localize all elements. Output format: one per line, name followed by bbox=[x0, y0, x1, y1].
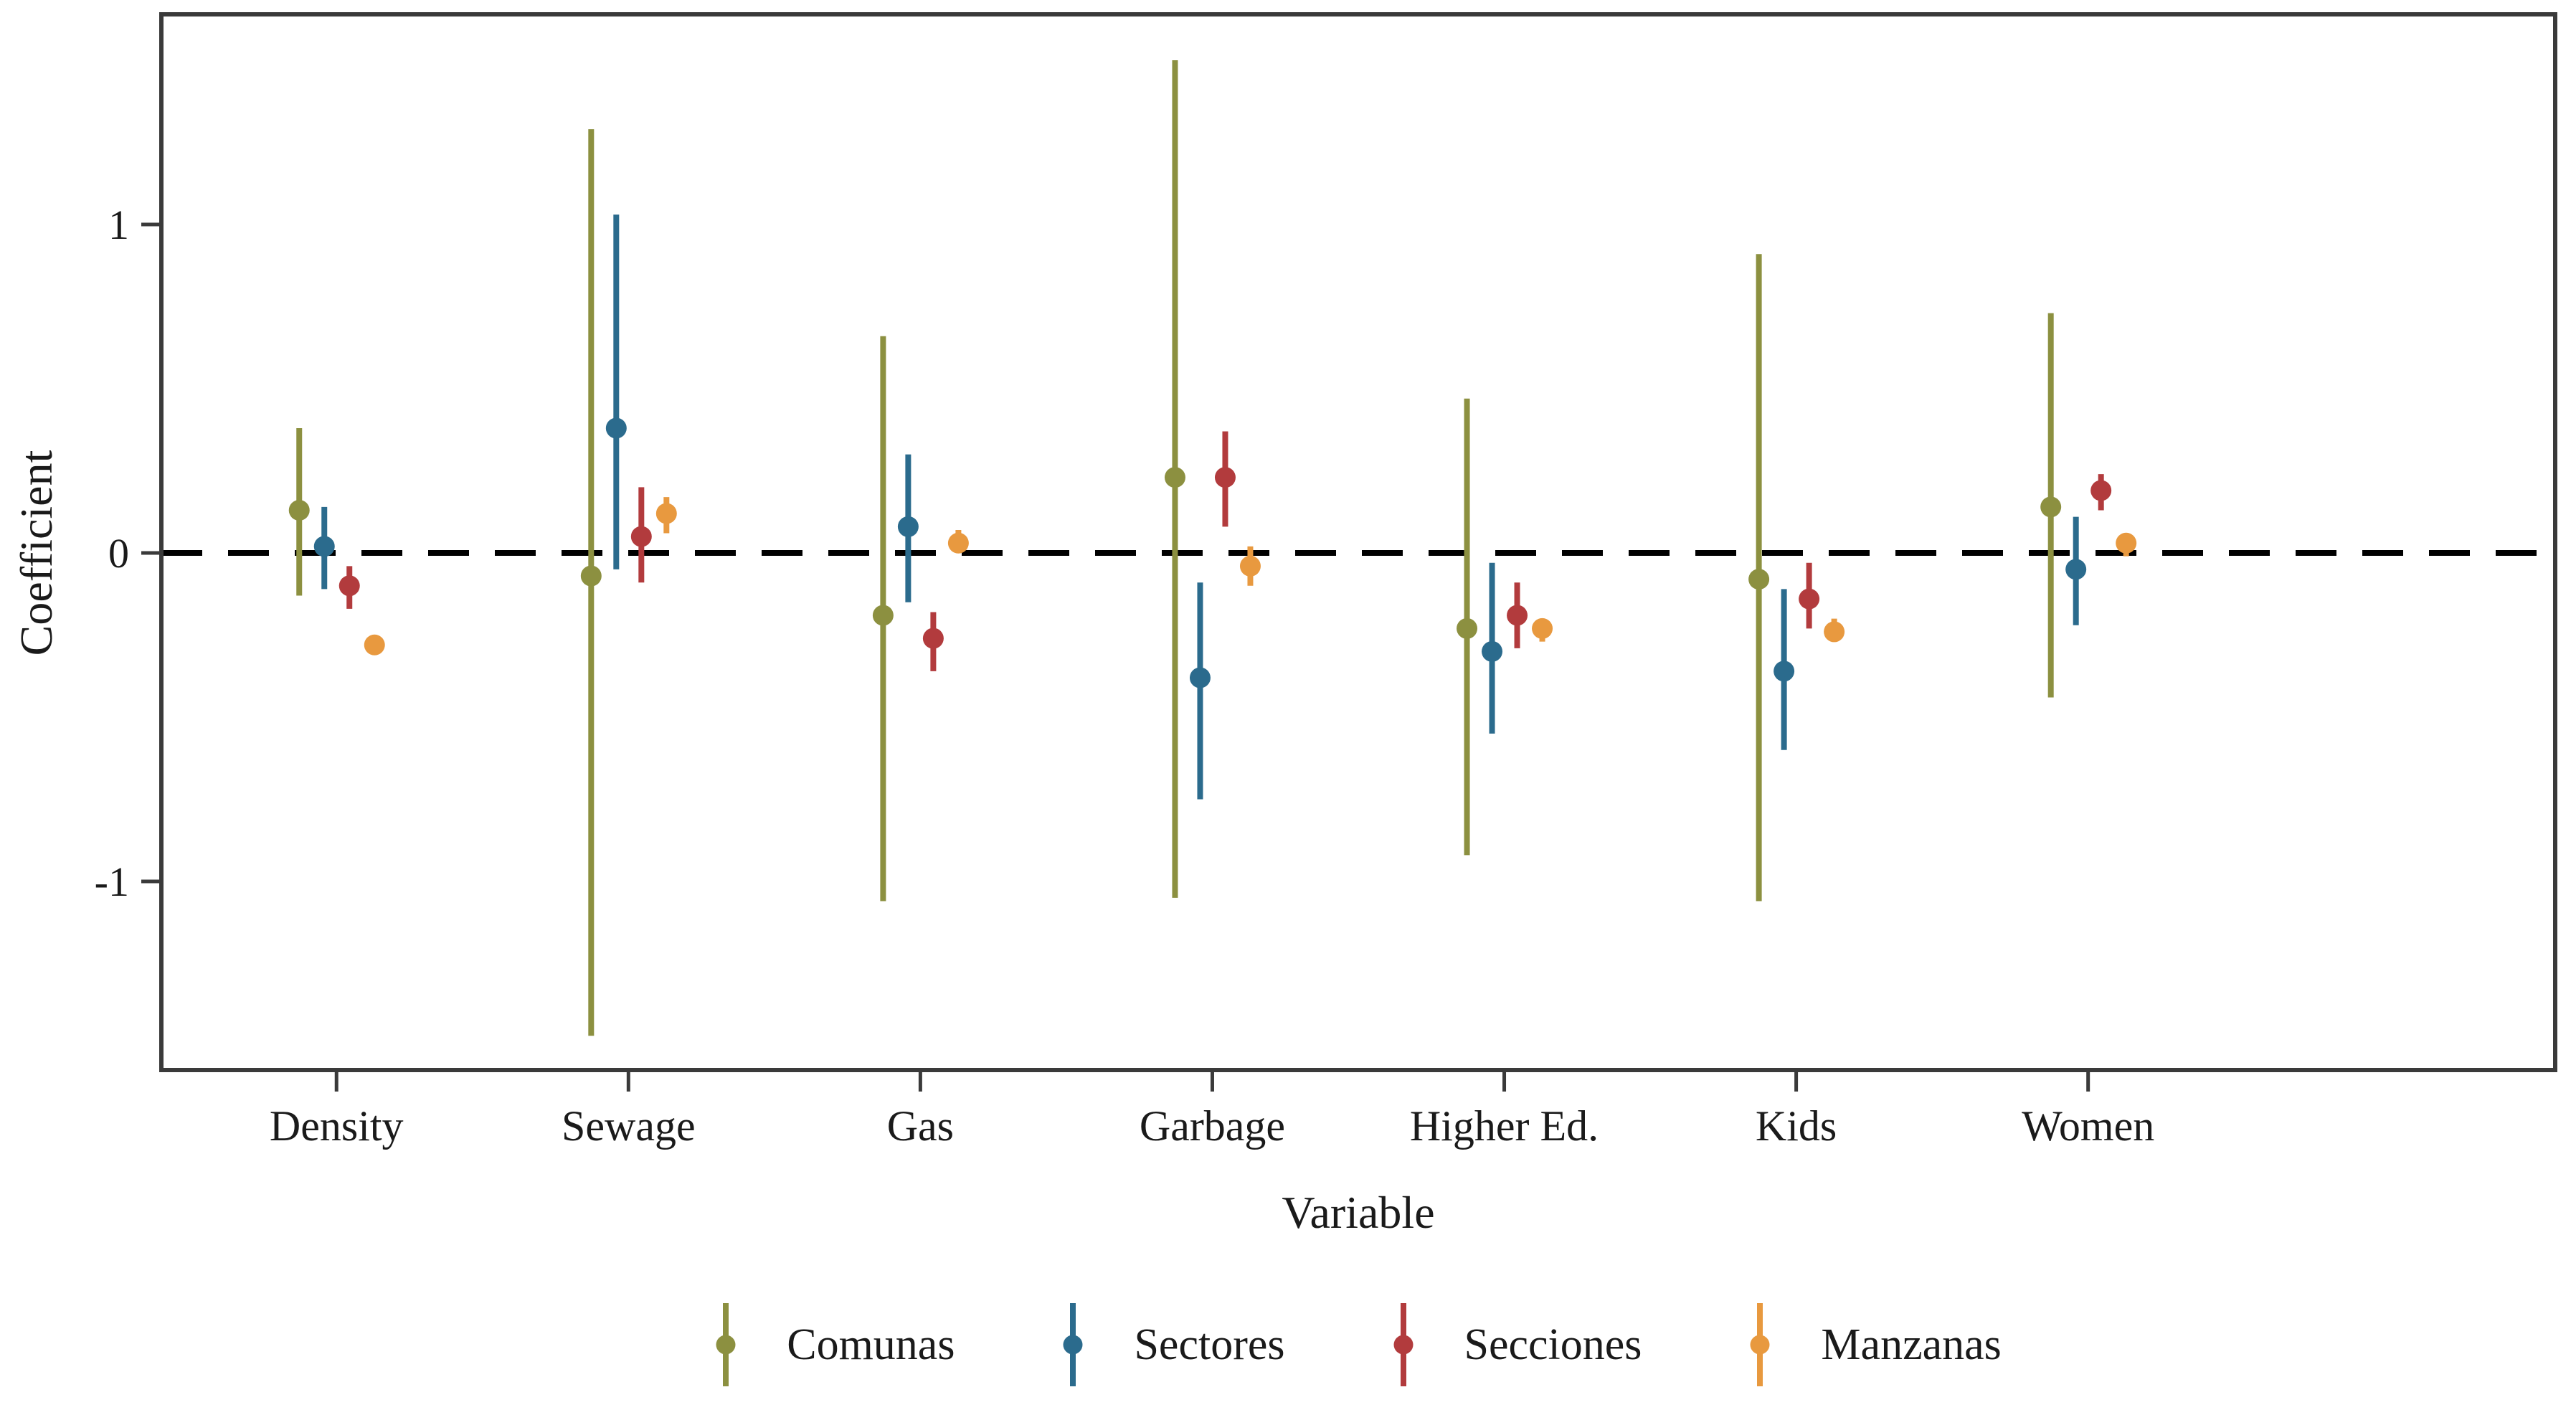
x-tick-label: Kids bbox=[1756, 1102, 1837, 1150]
point-sectores-0 bbox=[313, 536, 335, 557]
point-comunas-1 bbox=[580, 565, 602, 587]
legend-key-point bbox=[1750, 1335, 1770, 1355]
y-axis-title: Coefficient bbox=[11, 450, 62, 656]
legend-item-secciones: Secciones bbox=[1393, 1300, 1642, 1389]
legend-label: Sectores bbox=[1134, 1320, 1285, 1369]
x-tick-label: Women bbox=[2022, 1102, 2154, 1150]
x-tick-label: Sewage bbox=[562, 1102, 696, 1150]
point-secciones-5 bbox=[1799, 588, 1820, 610]
point-secciones-2 bbox=[922, 628, 944, 649]
legend-key-point bbox=[716, 1335, 736, 1355]
legend-key-point bbox=[1393, 1335, 1413, 1355]
legend-item-sectores: Sectores bbox=[1062, 1300, 1285, 1389]
point-secciones-1 bbox=[630, 526, 652, 547]
legend-key-pointrange-icon bbox=[1393, 1303, 1413, 1386]
point-sectores-4 bbox=[1482, 640, 1503, 662]
point-comunas-6 bbox=[2040, 496, 2062, 518]
point-comunas-3 bbox=[1164, 467, 1185, 488]
legend: Comunas Sectores Secciones Manzanas bbox=[161, 1287, 2555, 1402]
legend-label: Comunas bbox=[787, 1320, 955, 1369]
y-tick-label: 1 bbox=[108, 202, 129, 248]
point-manzanas-6 bbox=[2116, 532, 2137, 554]
point-secciones-6 bbox=[2090, 480, 2112, 501]
legend-item-comunas: Comunas bbox=[715, 1300, 955, 1389]
legend-item-manzanas: Manzanas bbox=[1749, 1300, 2002, 1389]
point-comunas-2 bbox=[872, 605, 894, 626]
y-tick-label: 0 bbox=[108, 530, 129, 577]
point-sectores-5 bbox=[1774, 661, 1795, 682]
point-manzanas-0 bbox=[364, 634, 385, 656]
point-comunas-0 bbox=[288, 499, 310, 521]
point-manzanas-1 bbox=[655, 503, 677, 524]
y-tick-label: -1 bbox=[95, 858, 129, 905]
panel-border bbox=[159, 12, 2557, 1072]
point-sectores-6 bbox=[2065, 559, 2087, 580]
legend-label: Manzanas bbox=[1821, 1320, 2002, 1369]
legend-key-pointrange-icon bbox=[716, 1303, 736, 1386]
x-tick-label: Gas bbox=[887, 1102, 954, 1150]
x-tick-label: Density bbox=[270, 1102, 404, 1150]
point-manzanas-4 bbox=[1532, 617, 1553, 639]
point-comunas-4 bbox=[1457, 617, 1478, 639]
point-manzanas-2 bbox=[947, 532, 969, 554]
point-secciones-4 bbox=[1507, 605, 1528, 626]
legend-key-pointrange-icon bbox=[1063, 1303, 1083, 1386]
point-secciones-3 bbox=[1214, 467, 1236, 488]
legend-key-point bbox=[1063, 1335, 1083, 1355]
point-sectores-1 bbox=[605, 417, 627, 439]
point-sectores-3 bbox=[1189, 667, 1211, 688]
point-manzanas-5 bbox=[1824, 621, 1845, 643]
x-tick-label: Garbage bbox=[1140, 1102, 1285, 1150]
x-axis-title: Variable bbox=[1282, 1187, 1434, 1238]
point-sectores-2 bbox=[897, 516, 919, 537]
point-manzanas-3 bbox=[1239, 555, 1261, 577]
legend-key-pointrange-icon bbox=[1750, 1303, 1770, 1386]
x-tick-label: Higher Ed. bbox=[1410, 1102, 1599, 1150]
point-secciones-0 bbox=[338, 575, 360, 597]
legend-label: Secciones bbox=[1464, 1320, 1642, 1369]
point-comunas-5 bbox=[1748, 569, 1770, 590]
